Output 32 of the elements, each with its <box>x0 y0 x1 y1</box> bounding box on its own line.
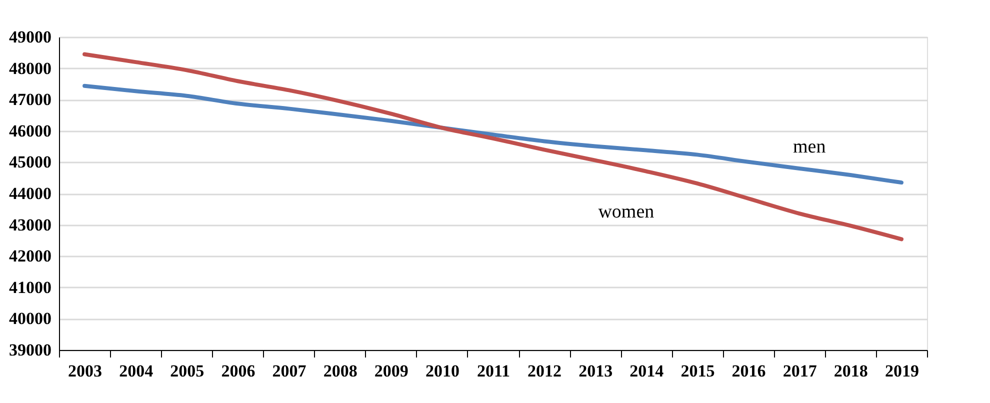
y-tick-label: 48000 <box>9 58 52 78</box>
y-tick-label: 40000 <box>9 309 52 328</box>
y-tick-label: 45000 <box>9 152 52 172</box>
x-tick-label: 2007 <box>272 362 307 380</box>
y-tick-label: 47000 <box>9 90 52 110</box>
y-tick-label: 39000 <box>9 340 52 360</box>
line-series <box>82 52 904 242</box>
x-tick-label: 2004 <box>119 362 154 380</box>
x-tick-label: 2013 <box>578 362 613 380</box>
y-tick-label: 46000 <box>9 121 52 140</box>
x-tick-label: 2003 <box>68 362 102 380</box>
x-tick-label: 2010 <box>425 362 460 380</box>
x-tick-label: 2009 <box>374 362 408 380</box>
y-tick-label: 42000 <box>9 246 52 266</box>
y-tick-label: 44000 <box>9 184 52 203</box>
series-label: men <box>792 136 826 158</box>
y-tick-label: 49000 <box>9 28 52 46</box>
x-tick-label: 2019 <box>884 362 919 380</box>
x-tick-label: 2014 <box>630 362 664 380</box>
x-tick-label: 2005 <box>170 362 204 380</box>
series-label: women <box>598 201 655 222</box>
x-tick-label: 2011 <box>476 362 510 380</box>
x-tick-label: 2012 <box>528 362 562 380</box>
x-tick-label: 2006 <box>221 362 256 380</box>
x-tick-label: 2016 <box>732 362 766 380</box>
x-tick-label: 2018 <box>834 362 868 380</box>
line-series <box>82 84 904 185</box>
y-tick-label: 41000 <box>9 278 52 297</box>
x-tick-label: 2008 <box>323 362 358 380</box>
x-tick-label: 2017 <box>782 362 818 380</box>
y-tick-label: 43000 <box>9 215 52 234</box>
x-tick-label: 2015 <box>680 362 715 380</box>
